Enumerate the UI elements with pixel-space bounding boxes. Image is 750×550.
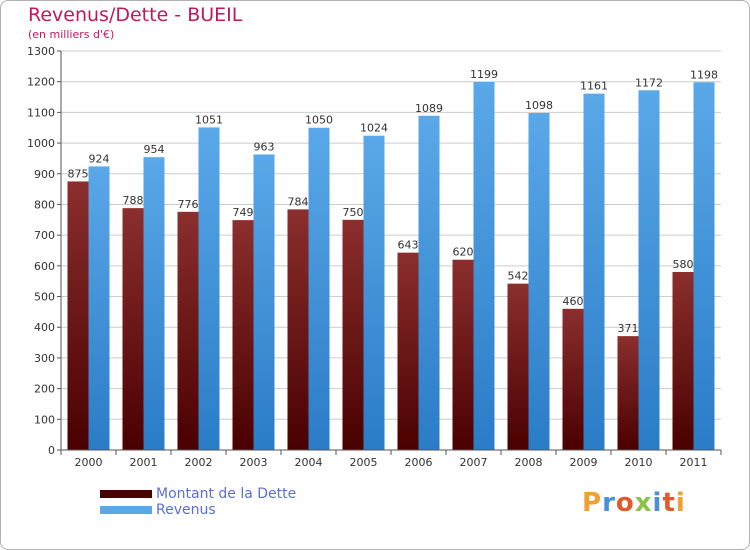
logo-letter: t: [662, 488, 676, 518]
y-tick-label: 1000: [27, 137, 55, 150]
y-tick-label: 100: [34, 413, 55, 426]
data-label-revenue-2003: 963: [254, 140, 275, 153]
data-label-debt-2008: 542: [508, 270, 529, 283]
legend-swatch-revenue: [100, 506, 152, 514]
y-tick-label: 500: [34, 291, 55, 304]
x-tick-label: 2005: [350, 456, 378, 469]
bar-revenue-2008: [528, 112, 550, 450]
data-label-revenue-2005: 1024: [360, 122, 388, 135]
bar-revenue-2006: [418, 115, 440, 450]
bar-revenue-2000: [88, 166, 110, 450]
logo-letter: x: [634, 488, 653, 518]
x-tick-label: 2001: [130, 456, 158, 469]
x-tick-label: 2003: [240, 456, 268, 469]
logo-letter: i: [652, 488, 663, 518]
x-tick-label: 2000: [75, 456, 103, 469]
legend-swatch-debt: [100, 490, 152, 498]
y-tick-label: 900: [34, 168, 55, 181]
bar-debt-2008: [507, 283, 529, 450]
bar-revenue-2003: [253, 154, 275, 450]
y-tick-label: 200: [34, 383, 55, 396]
data-label-debt-2004: 784: [288, 195, 309, 208]
y-tick-label: 800: [34, 198, 55, 211]
y-tick-label: 300: [34, 352, 55, 365]
bar-debt-2005: [342, 219, 364, 450]
bar-revenue-2001: [143, 157, 165, 451]
y-tick-label: 1300: [27, 45, 55, 58]
bar-revenue-2011: [693, 82, 715, 450]
data-label-debt-2010: 371: [618, 322, 639, 335]
x-tick-label: 2011: [680, 456, 708, 469]
bar-debt-2006: [397, 252, 419, 450]
data-label-debt-2005: 750: [343, 206, 364, 219]
bar-revenue-2010: [638, 90, 660, 450]
legend-label-revenue: Revenus: [156, 502, 216, 518]
data-label-revenue-2011: 1198: [690, 68, 718, 81]
data-label-revenue-2006: 1089: [415, 102, 443, 115]
logo-letter: i: [675, 488, 686, 518]
y-tick-label: 600: [34, 260, 55, 273]
bar-debt-2001: [122, 208, 144, 450]
y-tick-label: 0: [48, 444, 55, 457]
logo-letter: r: [602, 488, 616, 518]
bar-debt-2011: [672, 271, 694, 450]
x-tick-label: 2009: [570, 456, 598, 469]
bar-revenue-2002: [198, 127, 220, 451]
axes: 0 100 200 300 400 500 600 700 800 900 1000 1100 1200…: [27, 45, 722, 469]
legend-label-debt: Montant de la Dette: [156, 486, 297, 502]
data-label-revenue-2004: 1050: [305, 114, 333, 127]
logo-letter: o: [615, 488, 635, 518]
y-tick-label: 400: [34, 321, 55, 334]
x-tick-label: 2007: [460, 456, 488, 469]
data-label-revenue-2009: 1161: [580, 80, 608, 93]
y-tick-label: 1200: [27, 76, 55, 89]
logo-letter: P: [582, 488, 603, 518]
data-label-debt-2000: 875: [68, 167, 89, 180]
bar-debt-2007: [452, 259, 474, 450]
bar-revenue-2007: [473, 81, 495, 450]
data-label-debt-2002: 776: [178, 198, 199, 211]
data-label-debt-2001: 788: [123, 194, 144, 207]
chart-title: Revenus/Dette - BUEIL: [28, 4, 243, 26]
legend-item-debt: Montant de la Dette: [100, 486, 296, 502]
bar-revenue-2009: [583, 93, 605, 451]
bar-debt-2004: [287, 209, 309, 450]
x-tick-label: 2002: [185, 456, 213, 469]
data-label-revenue-2002: 1051: [195, 113, 223, 126]
data-label-debt-2003: 749: [233, 206, 254, 219]
data-label-debt-2009: 460: [563, 295, 584, 308]
x-tick-label: 2006: [405, 456, 433, 469]
grid-lines: [61, 50, 721, 451]
y-tick-label: 700: [34, 229, 55, 242]
chart-subtitle: (en milliers d'€): [28, 28, 115, 41]
data-label-debt-2007: 620: [453, 246, 474, 259]
data-label-revenue-2010: 1172: [635, 76, 663, 89]
y-tick-label: 1100: [27, 106, 55, 119]
legend: Montant de la Dette Revenus: [100, 486, 296, 518]
bar-debt-2000: [67, 181, 89, 450]
x-tick-label: 2010: [625, 456, 653, 469]
proxiti-logo: Proxiti: [582, 488, 686, 518]
data-label-revenue-2007: 1199: [470, 68, 498, 81]
x-tick-label: 2008: [515, 456, 543, 469]
data-label-debt-2006: 643: [398, 239, 419, 252]
x-tick-label: 2004: [295, 456, 323, 469]
bars: [67, 81, 715, 451]
bar-debt-2003: [232, 220, 254, 450]
data-label-revenue-2008: 1098: [525, 99, 553, 112]
bar-debt-2002: [177, 211, 199, 450]
bar-debt-2010: [617, 336, 639, 450]
legend-item-revenue: Revenus: [100, 502, 296, 518]
bar-revenue-2004: [308, 127, 330, 450]
bar-revenue-2005: [363, 135, 385, 451]
bar-debt-2009: [562, 308, 584, 450]
data-label-debt-2011: 580: [673, 258, 694, 271]
data-label-revenue-2001: 954: [144, 143, 165, 156]
data-label-revenue-2000: 924: [89, 152, 110, 165]
